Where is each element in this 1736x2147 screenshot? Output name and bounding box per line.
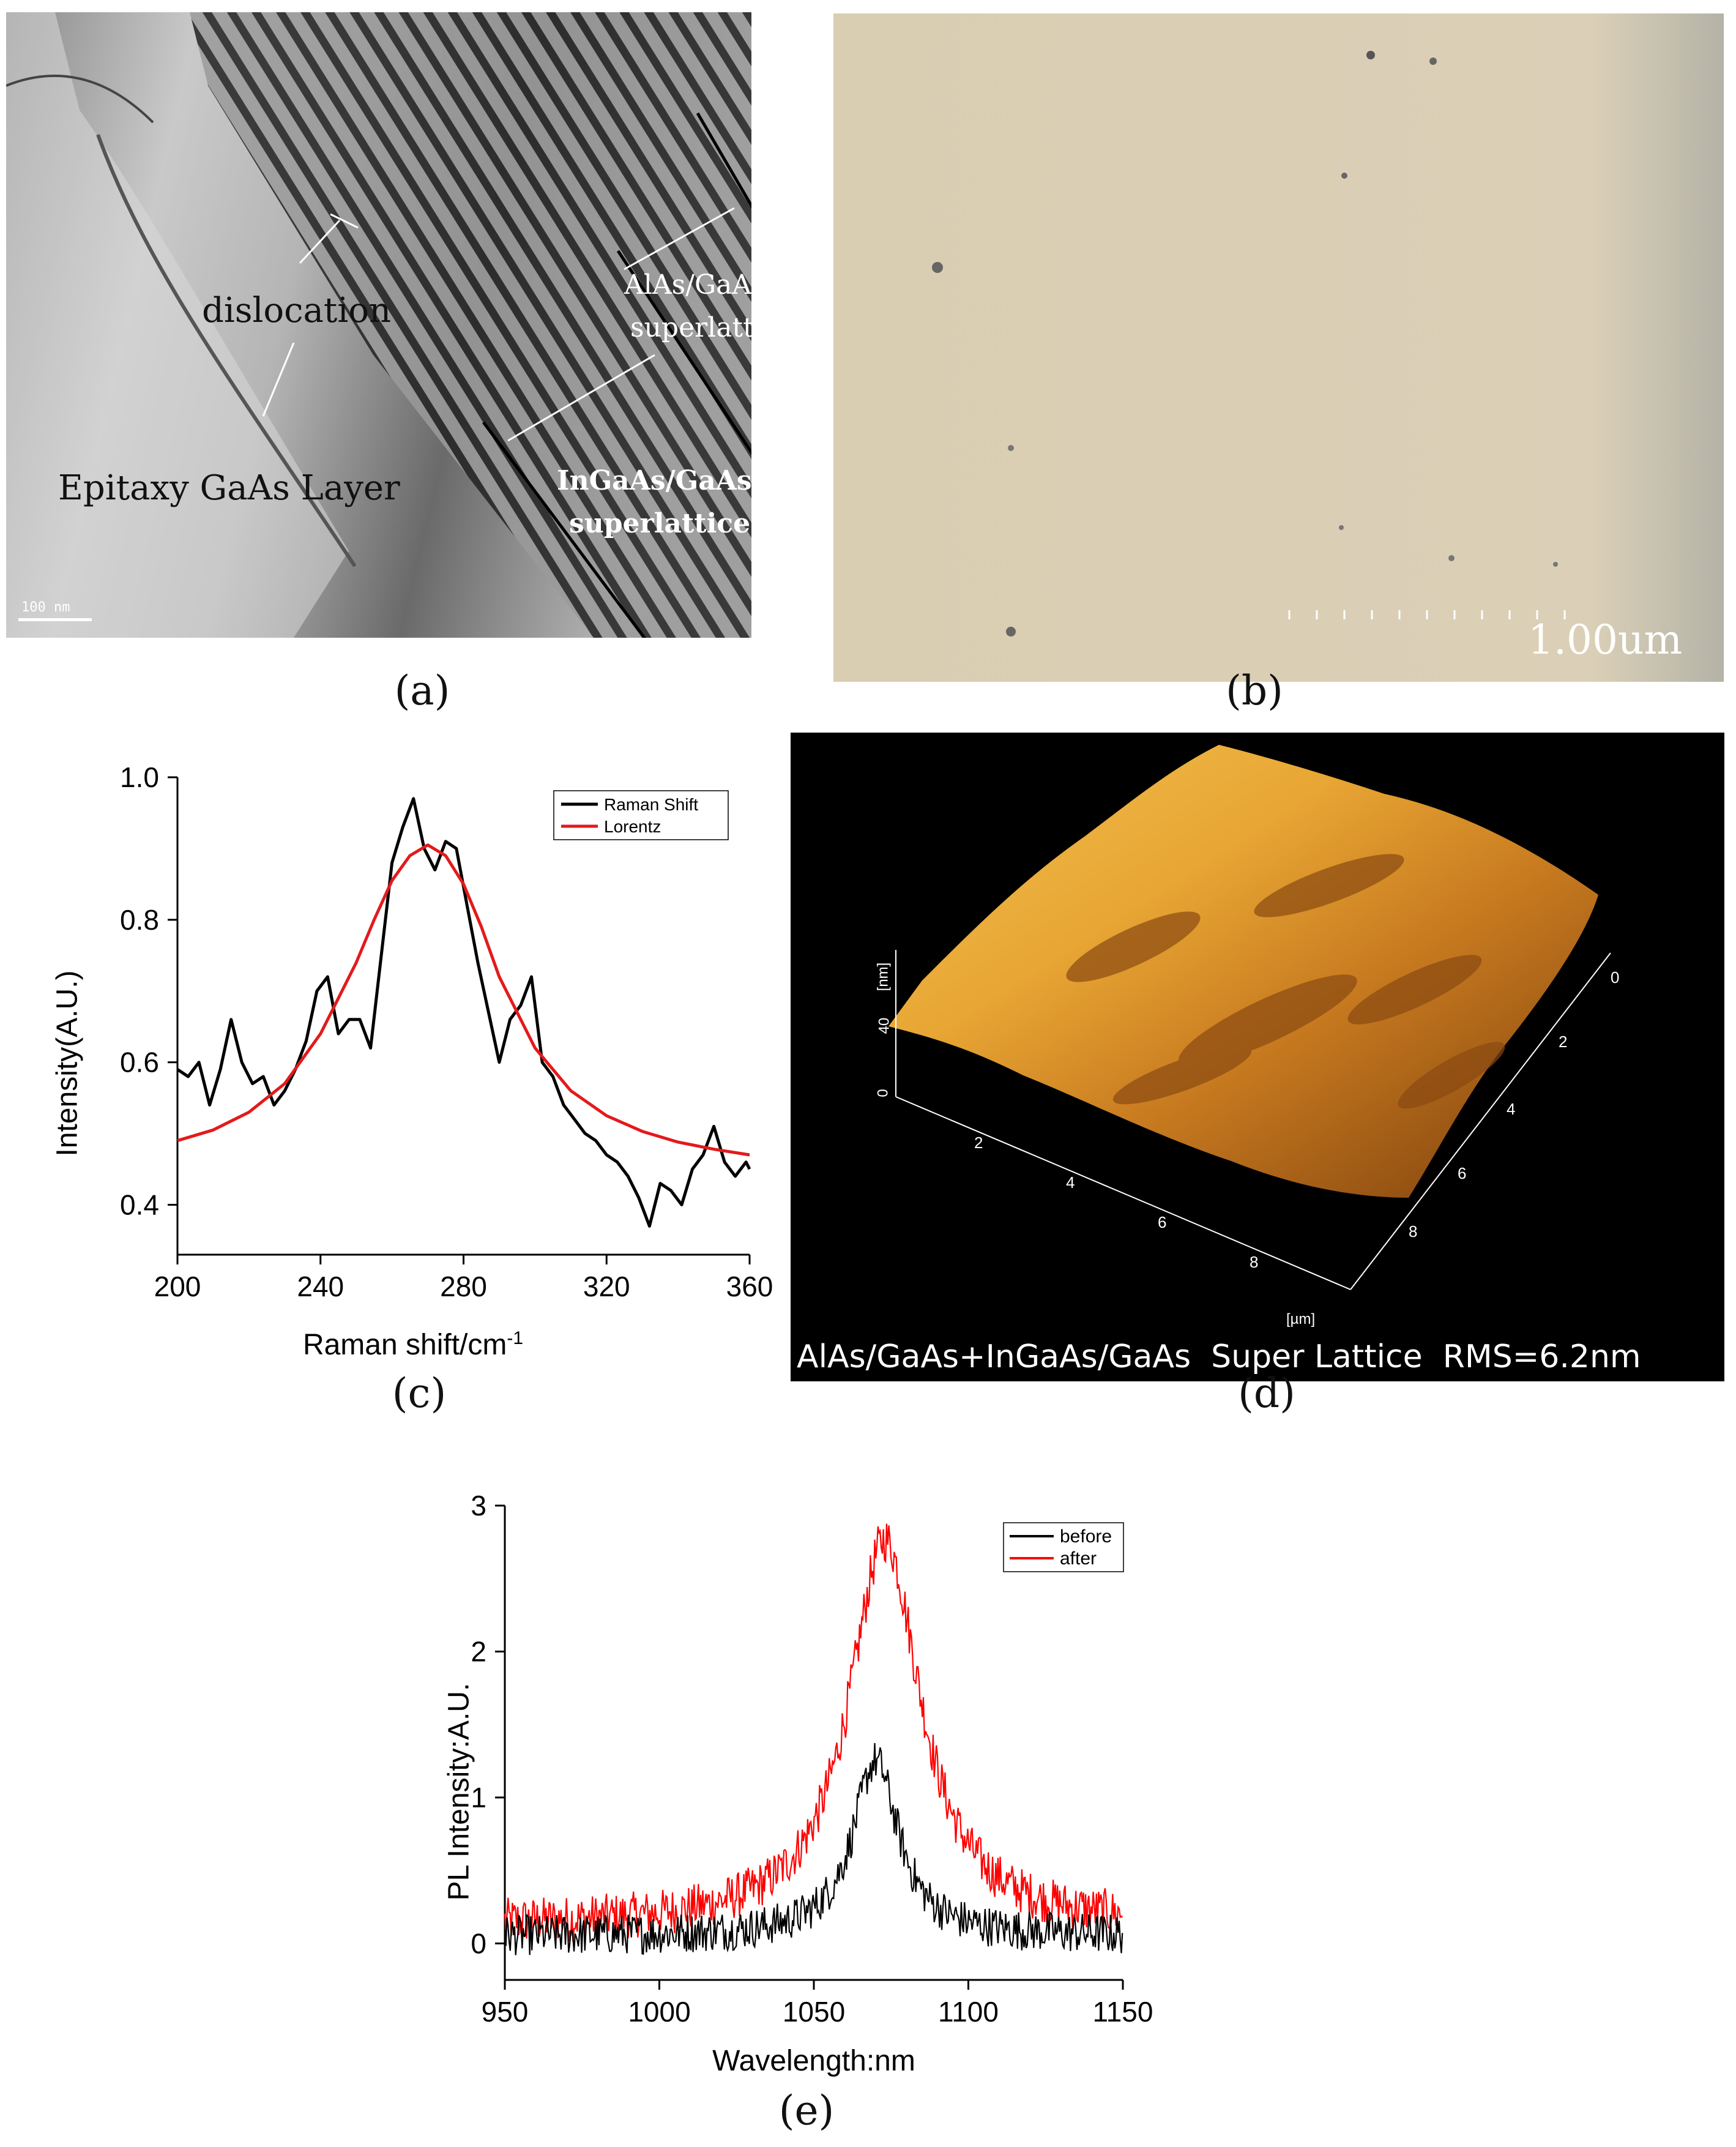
raman-legend-label: Raman Shift <box>604 795 698 814</box>
afm-z-tick-0: 0 <box>874 1089 892 1097</box>
raman-chart: 200 240 280 320 360 0.4 0.6 0.8 1.0 Raman Shift Lo… <box>0 753 795 1377</box>
pl-legend <box>1003 1522 1124 1572</box>
raman-y-tick-label: 0.8 <box>120 904 159 936</box>
dislocation-label: dislocation <box>202 291 392 330</box>
panel-label-a: (a) <box>394 667 450 714</box>
pl-x-tick-label: 950 <box>482 1996 529 2028</box>
tem-image <box>6 12 840 678</box>
raman-y-tick-label: 0.4 <box>120 1189 159 1221</box>
pl-y-tick-label: 2 <box>471 1635 486 1667</box>
afm-caption: AlAs/GaAs+InGaAs/GaAs Super Lattice RMS=… <box>797 1339 1641 1375</box>
pl-series-before <box>504 1742 1123 1955</box>
raman-series-raman-shift <box>176 797 751 1228</box>
ingaas-superlattice-label-2: superlattice <box>569 508 751 539</box>
afm-x-tick-6: 6 <box>1158 1213 1167 1231</box>
pl-xlabel: Wavelength:nm <box>712 2045 915 2077</box>
pl-x-tick-label: 1050 <box>783 1996 845 2028</box>
raman-legend <box>553 790 729 840</box>
afm-y-tick-8: 8 <box>1409 1222 1418 1241</box>
raman-series-lorentz <box>177 843 750 1157</box>
raman-y-tick-label: 1.0 <box>120 761 159 793</box>
afm-y-tick-4: 4 <box>1507 1100 1516 1118</box>
pl-x-tick-label: 1100 <box>938 1996 999 2028</box>
tem-scale-bar-label: 100 nm <box>21 600 70 615</box>
pl-x-tick-label: 1000 <box>628 1996 690 2028</box>
tem-image-panel: dislocation AlAs/GaAs superlattice InGaA… <box>6 12 840 678</box>
panel-label-c: (c) <box>392 1370 447 1417</box>
optical-scale-label: 1.00um <box>1528 616 1683 663</box>
raman-xlabel-sup: -1 <box>507 1328 524 1348</box>
raman-x-tick-label: 320 <box>583 1271 630 1302</box>
optical-image <box>833 13 1724 682</box>
raman-xlabel: Raman shift/cm-1 <box>177 1328 649 1362</box>
pl-ylabel: PL Intensity:A.U. <box>442 1682 475 1901</box>
raman-plot: 200 240 280 320 360 0.4 0.6 0.8 1.0 Raman Shift Lo… <box>120 761 773 1302</box>
raman-legend-label: Lorentz <box>604 817 661 836</box>
afm-y-tick-2: 2 <box>1559 1032 1568 1051</box>
pl-legend-label: before <box>1060 1526 1112 1547</box>
afm-image-panel: [nm] 40 0 2 4 6 8 0 2 4 6 8 [µm] AlAs/Ga… <box>791 733 1724 1381</box>
ingaas-superlattice-label-1: InGaAs/GaAs <box>557 465 752 496</box>
pl-chart: 950 1000 1050 1100 1150 0 1 2 3 before after PL In… <box>392 1481 1199 2077</box>
afm-y-tick-0: 0 <box>1611 968 1620 987</box>
pl-legend-label: after <box>1060 1548 1097 1569</box>
alas-superlattice-label-2: superlattice <box>630 312 794 343</box>
afm-z-unit: [nm] <box>874 962 892 991</box>
afm-image <box>791 733 1724 1381</box>
pl-x-tick-label: 1150 <box>1093 1996 1153 2028</box>
afm-x-tick-4: 4 <box>1066 1173 1075 1192</box>
afm-xy-unit: [µm] <box>1286 1311 1316 1327</box>
raman-x-tick-label: 280 <box>440 1271 487 1302</box>
raman-y-tick-label: 0.6 <box>120 1047 159 1078</box>
raman-ylabel: Intensity(A.U.) <box>51 970 84 1157</box>
raman-x-tick-label: 200 <box>154 1271 201 1302</box>
afm-z-tick-40: 40 <box>876 1017 893 1034</box>
afm-y-tick-6: 6 <box>1458 1164 1467 1182</box>
pl-series-after <box>504 1523 1123 1942</box>
raman-xlabel-text: Raman shift/cm <box>302 1329 507 1361</box>
afm-x-tick-8: 8 <box>1250 1253 1259 1271</box>
afm-x-tick-2: 2 <box>974 1133 983 1152</box>
panel-label-d: (d) <box>1238 1370 1295 1417</box>
panel-label-b: (b) <box>1226 667 1283 714</box>
pl-y-tick-label: 1 <box>471 1782 486 1813</box>
panel-label-e: (e) <box>778 2087 835 2134</box>
raman-x-tick-label: 360 <box>726 1271 773 1302</box>
pl-y-tick-label: 3 <box>471 1490 486 1522</box>
raman-x-tick-label: 240 <box>297 1271 344 1302</box>
pl-y-tick-label: 0 <box>471 1927 486 1959</box>
epitaxy-layer-label: Epitaxy GaAs Layer <box>58 468 400 508</box>
alas-superlattice-label-1: AlAs/GaAs <box>624 269 766 301</box>
optical-image-panel: 1.00um <box>833 13 1724 682</box>
